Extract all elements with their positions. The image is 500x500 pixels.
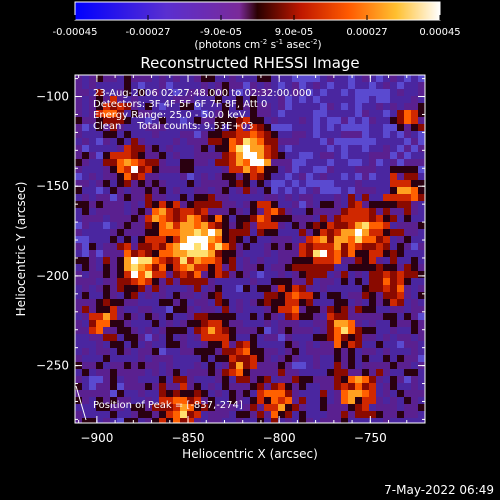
annotation-energy-range: Energy Range: 25.0 - 50.0 keV	[93, 110, 246, 121]
y-tick-label: −200	[36, 269, 69, 283]
colorbar-tick-label: -0.00027	[126, 27, 171, 38]
plot-title: Reconstructed RHESSI Image	[140, 54, 359, 72]
colorbar-frame	[74, 1, 441, 21]
y-axis-ticks: −100 −150 −200 −250	[36, 78, 425, 420]
plot-frame	[74, 74, 426, 424]
colorbar-gradient	[75, 2, 440, 20]
annotation-time-range: 23-Aug-2006 02:27:48.000 to 02:32:00.000	[93, 88, 312, 99]
x-tick-label: −900	[80, 431, 113, 445]
colorbar-tick-label: -0.00045	[53, 27, 98, 38]
x-axis-label: Heliocentric X (arcsec)	[182, 447, 318, 461]
x-axis-ticks: −900 −850 −800 −750	[78, 75, 426, 445]
colorbar-units: (photons cm-2 s-1 asec-2)	[194, 38, 321, 51]
x-tick-label: −750	[354, 431, 387, 445]
colorbar-tick-label: -9.0e-05	[200, 27, 242, 38]
colorbar-tick-label: 0.00027	[346, 27, 387, 38]
colorbar-tick-label: 0.00045	[419, 27, 460, 38]
x-tick-label: −800	[263, 431, 296, 445]
x-tick-label: −850	[172, 431, 205, 445]
y-tick-label: −250	[36, 359, 69, 373]
footer-timestamp: 7-May-2022 06:49	[384, 483, 494, 497]
rhessi-image	[75, 75, 425, 423]
colorbar-tick-labels: -0.00045 -0.00027 -9.0e-05 9.0e-05 0.00027 0.…	[53, 27, 461, 38]
colorbar-tick-label: 9.0e-05	[275, 27, 313, 38]
y-tick-label: −150	[36, 179, 69, 193]
y-axis-label: Heliocentric Y (arcsec)	[14, 182, 28, 317]
annotation-detectors: Detectors: 3F 4F 5F 6F 7F 8F, Att 0	[93, 99, 267, 110]
colorbar: -0.00045 -0.00027 -9.0e-05 9.0e-05 0.00027 0.…	[53, 1, 461, 51]
colorbar-ticks	[74, 15, 441, 20]
peak-position-label: Position of Peak = [-837,-274]	[93, 400, 243, 411]
peak-marker-line	[75, 385, 87, 421]
annotation-clean-counts: Clean Total counts: 9.53E+03	[93, 121, 253, 132]
image-annotations: 23-Aug-2006 02:27:48.000 to 02:32:00.000…	[75, 88, 312, 421]
y-tick-label: −100	[36, 90, 69, 104]
